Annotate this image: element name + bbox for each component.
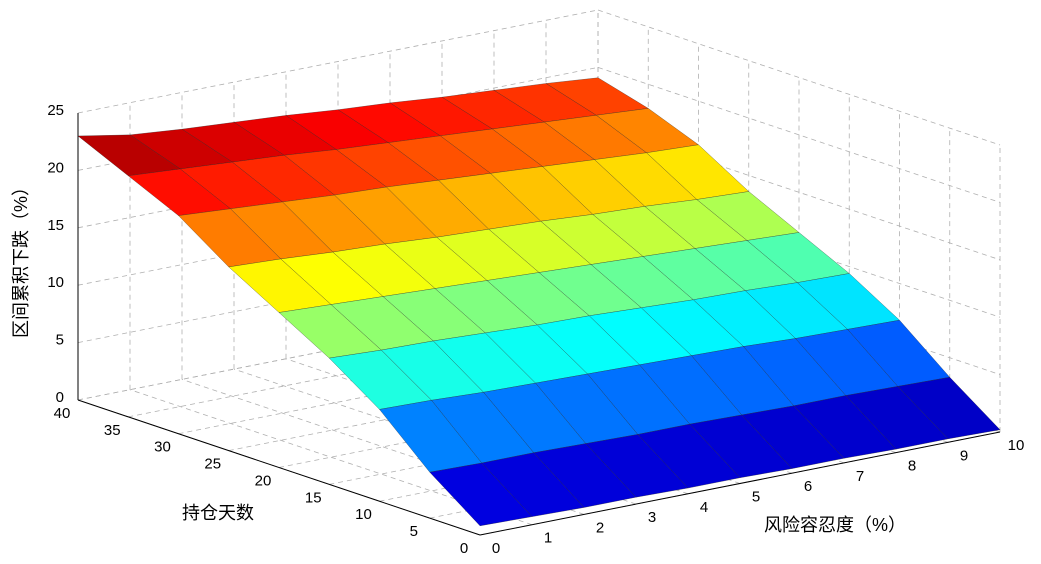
grid-line	[129, 389, 533, 526]
y-tick-label: 10	[355, 506, 372, 523]
y-tick-label: 5	[410, 523, 418, 540]
grid-line	[597, 181, 1001, 318]
x-tick-label: 1	[544, 530, 552, 547]
y-tick-label: 30	[154, 439, 171, 456]
z-tick-label: 10	[47, 274, 64, 291]
z-tick-label: 25	[47, 102, 64, 119]
z-tick-label: 20	[47, 159, 64, 176]
x-tick-label: 5	[752, 488, 760, 505]
x-tick-label: 9	[960, 447, 968, 464]
x-tick-label: 8	[908, 458, 916, 475]
x-tick-label: 4	[700, 499, 708, 516]
grid-line	[597, 9, 1001, 146]
grid-line	[77, 9, 599, 114]
x-tick-label: 7	[856, 468, 864, 485]
x-tick-label: 2	[596, 519, 604, 536]
grid-line	[597, 67, 1001, 203]
y-tick-label: 15	[305, 489, 322, 506]
y-axis-line	[77, 399, 481, 536]
x-axis-label: 风险容忍度（%）	[764, 515, 906, 535]
grid-line	[597, 124, 1001, 261]
grid-line	[597, 239, 1001, 375]
z-tick-label: 15	[47, 217, 64, 234]
y-tick-label: 25	[204, 456, 221, 473]
surface-face	[429, 462, 533, 527]
z-axis-label: 区间累积下跌（%）	[11, 178, 31, 338]
y-tick-label: 35	[104, 422, 121, 439]
x-tick-label: 6	[804, 478, 812, 495]
y-tick-label: 0	[460, 540, 468, 557]
grid-line	[233, 368, 637, 505]
y-axis-label: 持仓天数	[182, 503, 254, 523]
x-axis-line	[479, 431, 1001, 536]
x-tick-label: 3	[648, 509, 656, 526]
x-tick-label: 10	[1008, 437, 1025, 454]
y-tick-label: 20	[255, 472, 272, 489]
surface	[77, 77, 1001, 527]
z-tick-label: 5	[56, 332, 64, 349]
y-tick-label: 40	[54, 405, 71, 422]
z-tick-label: 0	[56, 389, 64, 406]
x-tick-label: 0	[492, 540, 500, 557]
grid-line	[181, 379, 585, 515]
